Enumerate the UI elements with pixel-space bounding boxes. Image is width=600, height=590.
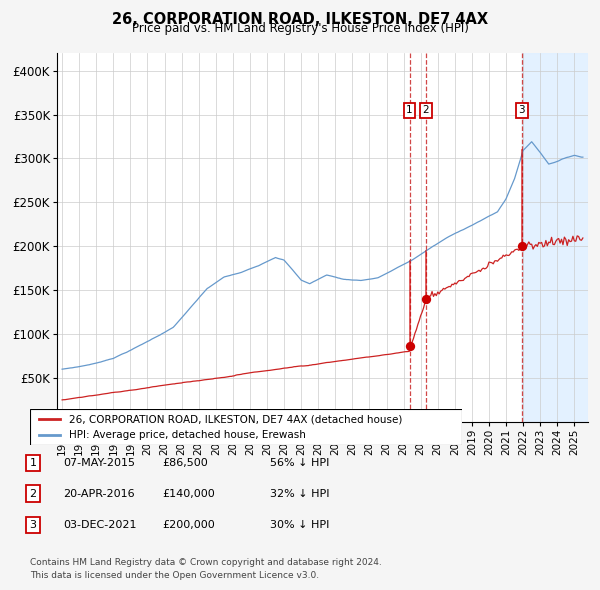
Text: 56% ↓ HPI: 56% ↓ HPI <box>270 458 329 468</box>
Text: 2: 2 <box>29 489 37 499</box>
Text: 3: 3 <box>29 520 37 530</box>
Text: £200,000: £200,000 <box>162 520 215 530</box>
Text: 1: 1 <box>406 105 413 115</box>
Text: This data is licensed under the Open Government Licence v3.0.: This data is licensed under the Open Gov… <box>30 571 319 579</box>
Text: 26, CORPORATION ROAD, ILKESTON, DE7 4AX: 26, CORPORATION ROAD, ILKESTON, DE7 4AX <box>112 12 488 27</box>
Text: 30% ↓ HPI: 30% ↓ HPI <box>270 520 329 530</box>
Text: 32% ↓ HPI: 32% ↓ HPI <box>270 489 329 499</box>
Text: 1: 1 <box>29 458 37 468</box>
Text: Contains HM Land Registry data © Crown copyright and database right 2024.: Contains HM Land Registry data © Crown c… <box>30 558 382 566</box>
Text: Price paid vs. HM Land Registry's House Price Index (HPI): Price paid vs. HM Land Registry's House … <box>131 22 469 35</box>
FancyBboxPatch shape <box>30 409 462 445</box>
Text: £86,500: £86,500 <box>162 458 208 468</box>
Point <box>405 341 415 350</box>
Text: 07-MAY-2015: 07-MAY-2015 <box>63 458 135 468</box>
Bar <box>522 53 588 422</box>
Text: 03-DEC-2021: 03-DEC-2021 <box>63 520 137 530</box>
Text: 20-APR-2016: 20-APR-2016 <box>63 489 134 499</box>
Point <box>517 241 527 251</box>
Text: HPI: Average price, detached house, Erewash: HPI: Average price, detached house, Erew… <box>69 430 306 440</box>
Text: £140,000: £140,000 <box>162 489 215 499</box>
Text: 3: 3 <box>518 105 525 115</box>
Text: 2: 2 <box>422 105 429 115</box>
Text: 26, CORPORATION ROAD, ILKESTON, DE7 4AX (detached house): 26, CORPORATION ROAD, ILKESTON, DE7 4AX … <box>69 414 402 424</box>
Point <box>421 294 431 304</box>
